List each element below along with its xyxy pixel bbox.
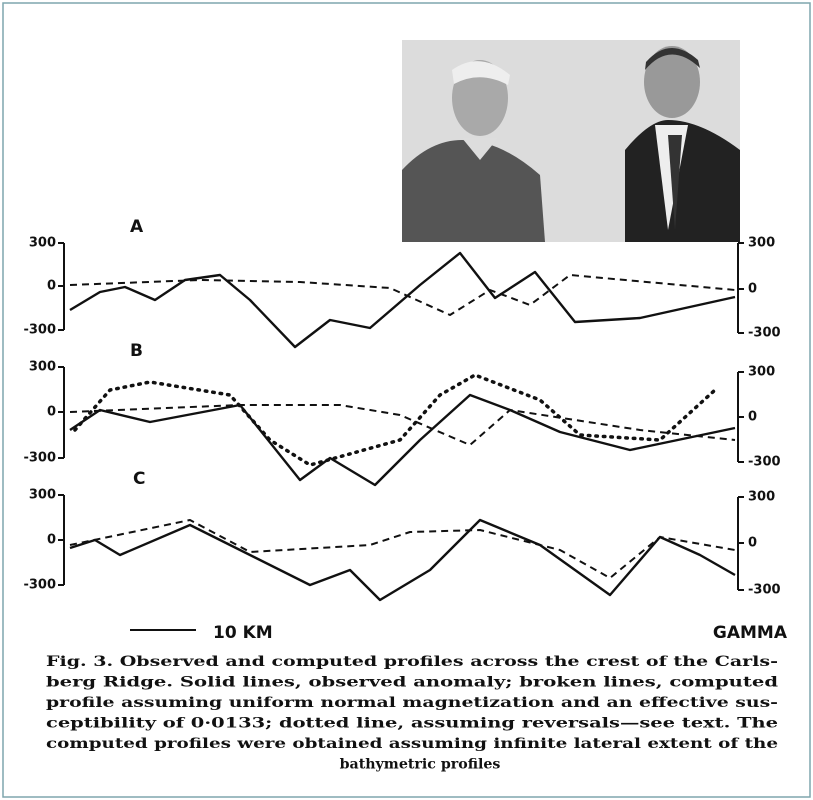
panel-label: C <box>133 469 145 489</box>
left-tick-label: 300 <box>29 360 56 375</box>
caption-line: computed profiles were obtained assuming… <box>46 736 778 752</box>
right-tick-label: -300 <box>748 326 781 341</box>
photo <box>402 40 740 242</box>
caption-line: berg Ridge. Solid lines, observed anomal… <box>46 675 778 691</box>
left-tick-label: -300 <box>23 578 56 593</box>
left-tick-label: 300 <box>29 488 56 503</box>
unit-label: GAMMA <box>713 623 788 643</box>
right-tick-label: 300 <box>748 490 775 505</box>
right-tick-label: -300 <box>748 583 781 598</box>
panel-label: B <box>130 341 143 361</box>
left-tick-label: 0 <box>47 279 56 294</box>
right-tick-label: 300 <box>748 236 775 251</box>
panel-label: A <box>130 217 144 237</box>
left-tick-label: 0 <box>47 533 56 548</box>
left-tick-label: 0 <box>47 405 56 420</box>
right-tick-label: 0 <box>748 410 757 425</box>
scale-label: 10 KM <box>213 623 273 643</box>
right-tick-label: 300 <box>748 365 775 380</box>
caption-line: profile assuming uniform normal magnetiz… <box>46 695 778 711</box>
right-tick-label: 0 <box>748 536 757 551</box>
caption-line: ceptibility of 0·0133; dotted line, assu… <box>46 716 778 732</box>
right-tick-label: 0 <box>748 282 757 297</box>
left-tick-label: -300 <box>23 323 56 338</box>
profile-curves <box>69 251 736 602</box>
left-tick-label: 300 <box>29 236 56 251</box>
caption-line: Fig. 3. Observed and computed profiles a… <box>46 654 778 670</box>
right-tick-label: -300 <box>748 455 781 470</box>
caption-line: bathymetric profiles <box>340 757 501 773</box>
left-tick-label: -300 <box>23 451 56 466</box>
